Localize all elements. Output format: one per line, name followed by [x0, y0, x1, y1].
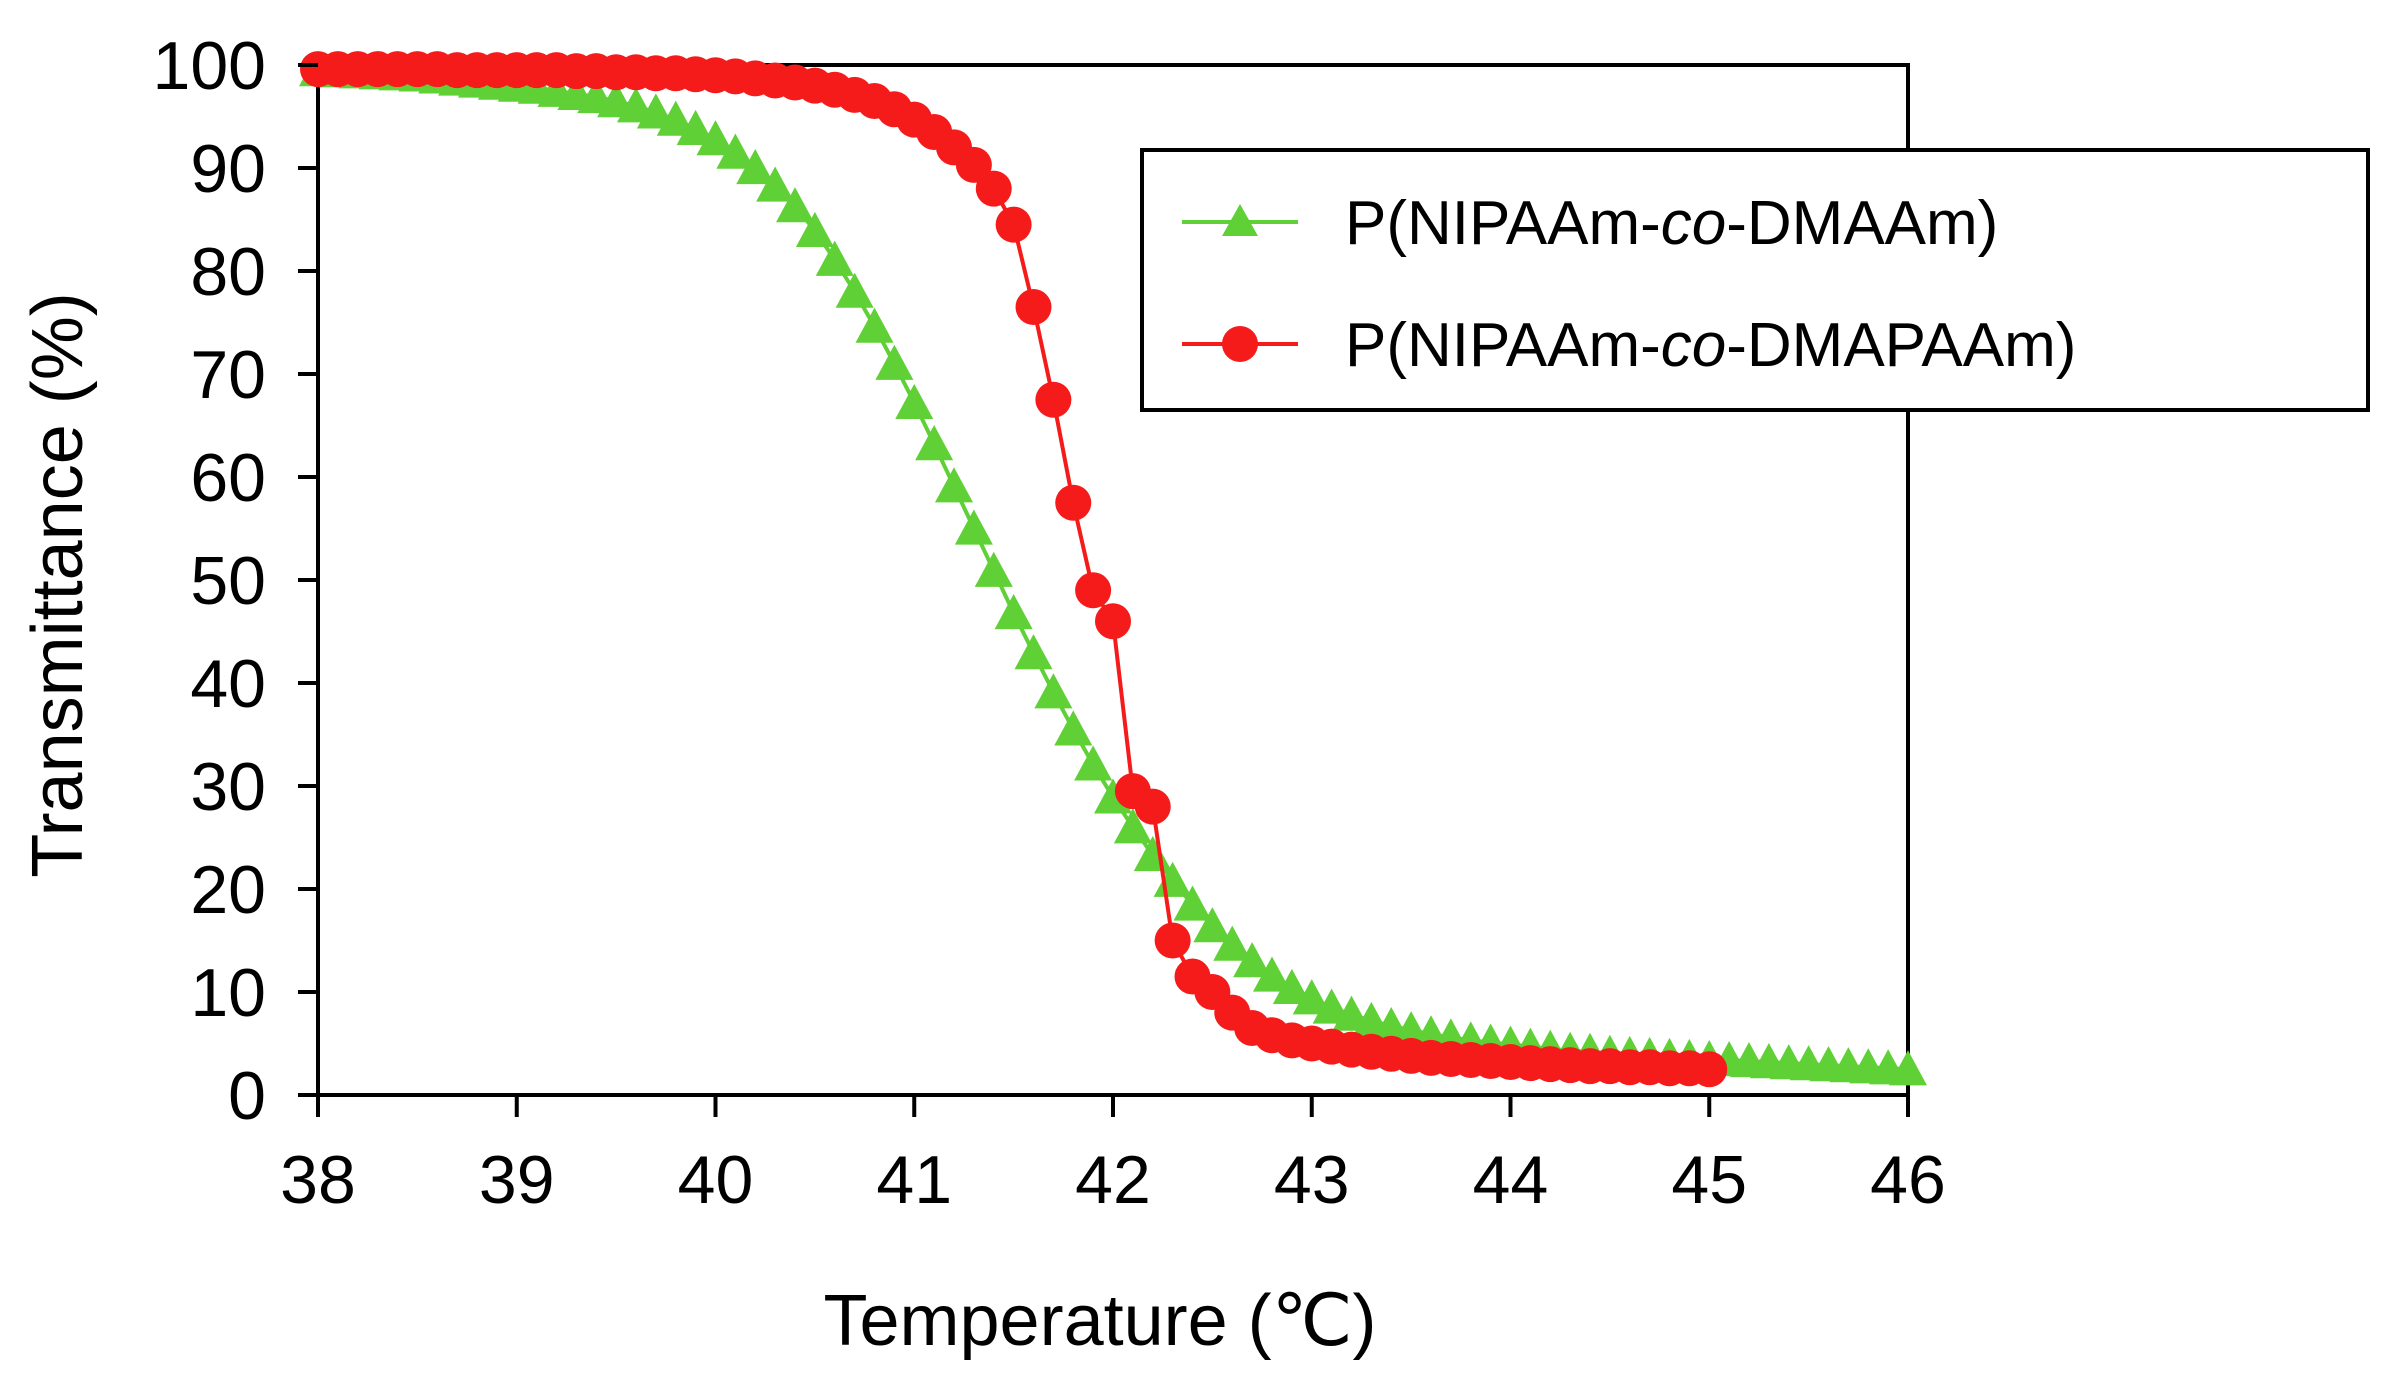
legend: P(NIPAAm-co-DMAAm) P(NIPAAm-co-DMAPAAm) — [1140, 148, 2370, 412]
y-tick-label: 50 — [190, 543, 266, 619]
data-point-triangle — [1113, 808, 1152, 844]
data-point-circle — [1015, 289, 1052, 326]
y-tick-label: 70 — [190, 337, 266, 413]
data-point-triangle — [756, 166, 795, 202]
data-point-triangle — [716, 133, 755, 169]
y-tick-label: 0 — [228, 1058, 266, 1134]
data-point-circle — [1075, 572, 1112, 609]
legend-box — [1140, 148, 2370, 412]
legend-marker-circle — [1222, 326, 1258, 362]
data-point-triangle — [676, 109, 715, 146]
x-tick-label: 45 — [1671, 1142, 1747, 1218]
data-point-triangle — [875, 344, 914, 380]
series-layer — [299, 51, 1927, 1088]
data-point-triangle — [795, 211, 834, 247]
x-tick-label: 43 — [1274, 1142, 1350, 1218]
y-tick-label: 10 — [190, 955, 266, 1031]
data-point-circle — [975, 170, 1012, 207]
x-axis-title: Temperature (℃) — [823, 1281, 1376, 1361]
x-tick-label: 39 — [479, 1142, 555, 1218]
data-point-triangle — [1233, 942, 1272, 978]
data-point-circle — [1691, 1051, 1728, 1088]
data-point-circle — [955, 146, 992, 183]
data-point-circle — [1035, 381, 1072, 418]
y-tick-label: 80 — [190, 234, 266, 310]
data-point-triangle — [1272, 968, 1311, 1005]
data-point-triangle — [1213, 925, 1252, 961]
x-tick-label: 46 — [1870, 1142, 1946, 1218]
data-point-triangle — [1312, 988, 1351, 1024]
data-point-triangle — [696, 120, 735, 156]
data-point-circle — [1134, 788, 1171, 825]
data-point-triangle — [935, 467, 973, 503]
legend-label-series-1: P(NIPAAm-co-DMAAm) — [1345, 189, 1998, 258]
data-point-triangle — [954, 509, 993, 545]
data-point-triangle — [1173, 885, 1212, 921]
y-axis-title: Transmittance (%) — [18, 292, 98, 877]
data-point-triangle — [736, 149, 775, 185]
x-tick-label: 41 — [876, 1142, 952, 1218]
data-point-triangle — [1074, 745, 1113, 781]
data-point-circle — [1095, 603, 1131, 640]
data-point-triangle — [1054, 710, 1093, 746]
x-tick-label: 42 — [1075, 1142, 1151, 1218]
data-point-triangle — [994, 593, 1033, 630]
x-tick-label: 44 — [1473, 1142, 1549, 1218]
data-point-triangle — [815, 240, 854, 276]
y-tick-label: 100 — [153, 28, 266, 104]
data-point-triangle — [1034, 673, 1073, 709]
y-tick-label: 20 — [190, 852, 266, 928]
y-tick-label: 40 — [190, 646, 266, 722]
data-point-triangle — [1014, 634, 1053, 670]
legend-marker-triangle — [1222, 204, 1258, 236]
data-point-triangle — [915, 425, 954, 461]
axis-layer: 38 39 40 41 42 43 44 45 46 0 10 20 30 40 50 60 70 80 90 100 — [153, 28, 1946, 1218]
series-2 — [300, 51, 1728, 1088]
data-point-triangle — [1292, 979, 1331, 1015]
data-point-triangle — [1889, 1050, 1927, 1086]
data-point-triangle — [1193, 907, 1232, 943]
data-point-triangle — [855, 307, 894, 343]
x-tick-label: 38 — [280, 1142, 356, 1218]
y-tick-label: 90 — [190, 131, 266, 207]
data-point-triangle — [776, 187, 814, 223]
data-point-triangle — [636, 93, 675, 129]
y-tick-label: 60 — [190, 440, 266, 516]
data-point-triangle — [974, 551, 1013, 587]
legend-label-series-2: P(NIPAAm-co-DMAPAAm) — [1345, 311, 2076, 380]
data-point-circle — [995, 206, 1032, 243]
data-point-circle — [1055, 484, 1092, 521]
x-tick-label: 40 — [678, 1142, 754, 1218]
data-point-circle — [1154, 922, 1191, 959]
y-tick-label: 30 — [190, 749, 266, 825]
data-point-triangle — [895, 383, 934, 419]
data-point-triangle — [656, 100, 695, 136]
data-point-triangle — [835, 272, 874, 308]
data-point-triangle — [1253, 956, 1291, 992]
